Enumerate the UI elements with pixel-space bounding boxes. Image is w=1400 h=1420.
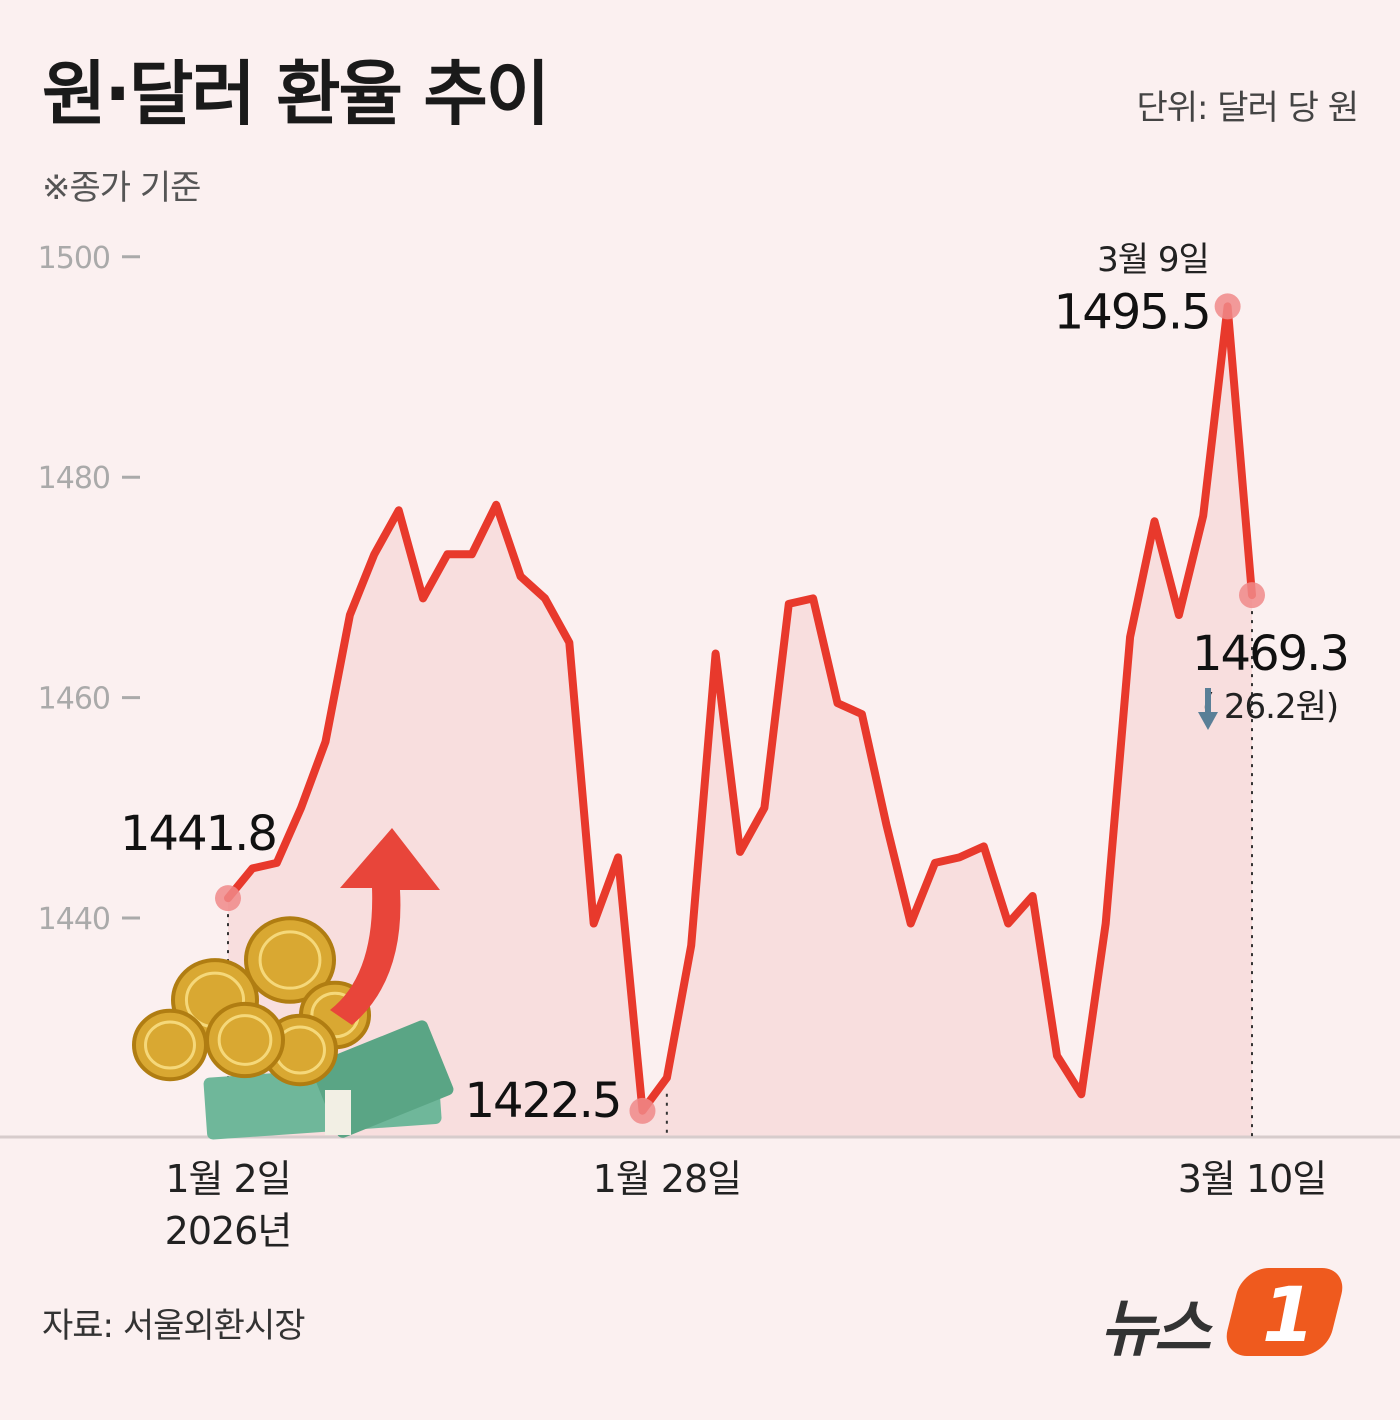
start-value-label: 1441.8 — [120, 806, 276, 862]
logo-numeral: 1 — [1262, 1270, 1315, 1359]
unit-label: 단위: 달러 당 원 — [1136, 88, 1359, 128]
x-tick-label: 1월 28일 — [593, 1157, 742, 1201]
x-tick-label: 3월 10일 — [1178, 1157, 1327, 1201]
peak-date-label: 3월 9일 — [1097, 240, 1209, 280]
coin-rim — [144, 1020, 196, 1070]
y-tick-label: 1440 — [38, 902, 110, 937]
rising-arrow-icon — [330, 828, 440, 1025]
bill-band — [325, 1090, 351, 1135]
money-illustration — [132, 828, 454, 1140]
highlight-point — [1214, 293, 1241, 320]
low-value-label: 1422.5 — [465, 1073, 621, 1129]
data-source: 자료: 서울외환시장 — [42, 1306, 306, 1346]
chart-title: 원·달러 환율 추이 — [42, 53, 550, 135]
logo-wordmark: 뉴스 — [1100, 1292, 1211, 1365]
area-fill — [228, 306, 1252, 1137]
highlight-point — [629, 1097, 656, 1124]
peak-value-label: 1495.5 — [1054, 284, 1210, 340]
y-tick-label: 1460 — [38, 682, 110, 717]
down-arrow-icon — [1198, 688, 1218, 730]
x-tick-year: 2026년 — [165, 1209, 292, 1253]
highlight-point — [1239, 582, 1265, 609]
x-tick-label: 1월 2일 — [165, 1157, 290, 1201]
y-tick-label: 1480 — [38, 461, 110, 496]
basis-note: ※종가 기준 — [42, 168, 201, 208]
latest-value-label: 1469.3 — [1192, 626, 1348, 682]
exchange-rate-line — [224, 302, 1256, 1115]
y-tick-label: 1500 — [38, 241, 110, 276]
news1-logo: 뉴스 1 — [1100, 1268, 1350, 1365]
highlight-point — [215, 885, 241, 912]
coin-rim — [217, 1014, 273, 1066]
change-label: ( 26.2원) — [1202, 687, 1338, 727]
coin-rim — [258, 930, 322, 990]
